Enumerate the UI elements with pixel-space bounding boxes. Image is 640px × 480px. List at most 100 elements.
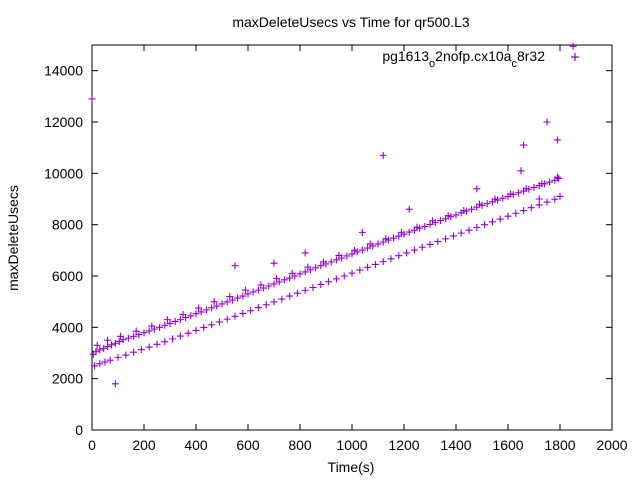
data-point [449,232,457,240]
data-point [278,295,286,303]
data-point [491,195,499,203]
data-point [145,327,153,335]
data-point [88,95,96,103]
data-point [317,280,325,288]
data-point [145,343,153,351]
data-point [551,195,559,203]
data-point [556,192,564,200]
data-point [410,246,418,254]
plot-frame [91,44,613,431]
data-point [96,360,104,368]
data-point [366,240,374,248]
data-point [286,274,294,282]
data-point [405,228,413,236]
data-point [371,260,379,268]
data-point [161,321,169,329]
data-point [192,310,200,318]
data-point [270,298,278,306]
x-tick-label: 1000 [336,437,367,453]
data-point [382,235,390,243]
data-point [187,312,195,320]
y-tick-label: 4000 [52,319,83,335]
data-point [555,174,563,182]
data-point [122,351,130,359]
data-point [171,317,179,325]
data-point [200,324,208,332]
chart-title: maxDeleteUsecs vs Time for qr500.L3 [232,14,470,30]
x-axis-label: Time(s) [328,459,375,475]
data-point [442,235,450,243]
data-point [108,341,115,349]
data-point [265,282,273,290]
data-point [364,244,372,252]
data-point [114,353,122,361]
data-point [197,308,205,316]
data-point [351,246,359,254]
data-point [270,259,278,267]
data-point [543,118,551,126]
data-point [473,223,481,231]
data-point [543,198,551,206]
data-point [426,240,434,248]
data-point [356,266,364,274]
data-point [465,226,473,234]
data-point [309,284,317,292]
data-point [249,288,257,296]
data-point [538,180,546,188]
data-point [418,243,426,251]
data-point [153,340,161,348]
data-point [239,292,247,300]
data-point [101,358,109,366]
data-point [434,238,442,246]
data-point [319,258,327,266]
x-tick-label: 200 [132,437,156,453]
data-point [223,298,231,306]
data-point [262,301,270,309]
data-point [234,294,242,302]
data-point [202,306,210,314]
data-point [379,151,387,159]
data-point [93,341,101,349]
data-point [429,217,437,225]
data-point [270,280,278,288]
data-point [379,258,387,266]
data-point [226,293,234,301]
legend: pg1613o2nofp.cx10ac8r32 [382,48,579,70]
data-point [280,276,288,284]
data-point [179,311,187,318]
data-point [288,269,296,277]
data-point [569,42,577,50]
data-point [507,190,515,198]
x-tick-label: 1600 [492,437,523,453]
data-point [301,286,309,294]
data-point [436,217,444,225]
data-point [301,249,309,257]
x-tick-label: 1200 [388,437,419,453]
data-point [364,263,372,271]
data-point [444,212,452,220]
data-point [340,272,348,280]
data-point [210,298,218,306]
data-point [527,204,535,212]
data-point [132,327,140,335]
data-point [117,332,125,340]
data-point [92,348,100,356]
data-point [514,189,522,197]
data-point [254,286,262,294]
data-point [481,221,489,229]
data-point [215,318,223,326]
data-point [520,141,528,149]
data-points [88,42,577,388]
data-point [273,275,281,283]
data-point [483,200,491,208]
y-tick-label: 10000 [44,165,83,181]
y-tick-label: 6000 [52,268,83,284]
data-point [130,348,138,356]
data-point [228,296,236,304]
data-point [457,229,465,237]
data-point [517,167,525,175]
data-point [390,234,398,242]
data-point [91,362,99,370]
data-point [286,292,294,300]
